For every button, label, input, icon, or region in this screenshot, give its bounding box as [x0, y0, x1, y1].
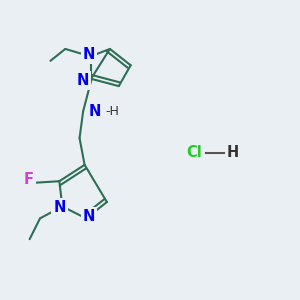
Text: F: F: [24, 172, 34, 187]
Text: N: N: [77, 73, 89, 88]
Text: N: N: [53, 200, 65, 215]
Text: N: N: [83, 47, 95, 62]
Text: -H: -H: [105, 105, 119, 118]
Text: N: N: [83, 209, 95, 224]
Text: Cl: Cl: [187, 146, 202, 160]
Text: H: H: [227, 146, 239, 160]
Text: N: N: [89, 104, 101, 119]
